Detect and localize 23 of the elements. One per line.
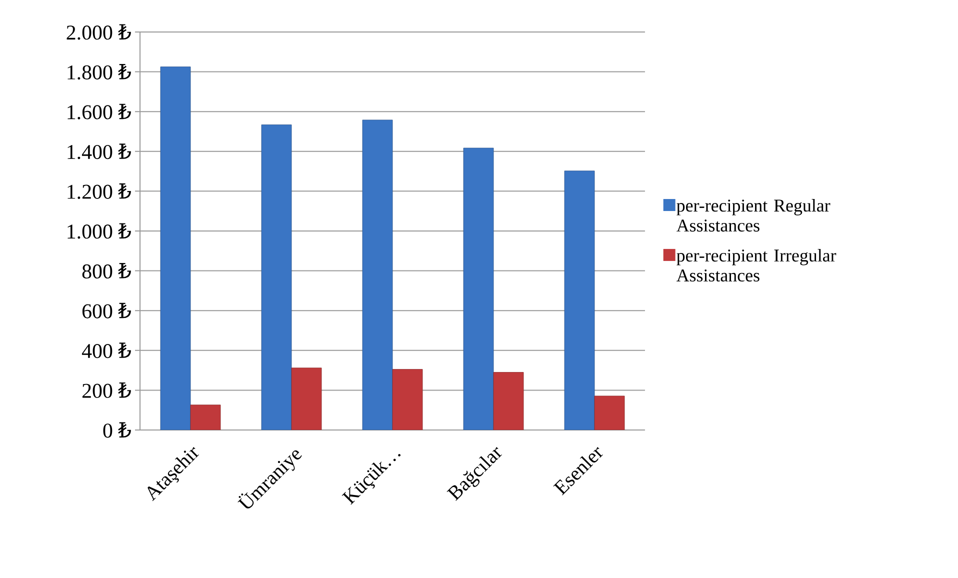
bar [190, 404, 221, 430]
y-tick-label: 1.200 ₺ [68, 183, 131, 199]
bar [291, 368, 322, 430]
y-tick-label: 800 ₺ [82, 263, 131, 279]
y-tick-label: 400 ₺ [82, 342, 131, 358]
bar [160, 66, 191, 430]
bar [594, 396, 625, 430]
bar [564, 170, 595, 430]
y-tick-label: 2.000 ₺ [66, 24, 131, 40]
bar [261, 124, 292, 430]
bar [392, 369, 423, 430]
y-tick-label: 1.400 ₺ [68, 144, 131, 160]
bar [493, 372, 524, 430]
y-tick-label: 1.000 ₺ [68, 223, 131, 239]
y-tick-label: 600 ₺ [82, 302, 131, 318]
bar [463, 148, 494, 430]
y-tick-label: 1.800 ₺ [68, 64, 131, 80]
legend-label: per-recipient Irregular Assistances [676, 248, 836, 282]
y-tick-label: 200 ₺ [82, 382, 131, 398]
y-tick-label: 1.600 ₺ [68, 104, 131, 120]
y-tick-label: 0 ₺ [103, 422, 131, 438]
bar [362, 120, 393, 430]
legend-label: per-recipient Regular Assistances [676, 199, 830, 232]
